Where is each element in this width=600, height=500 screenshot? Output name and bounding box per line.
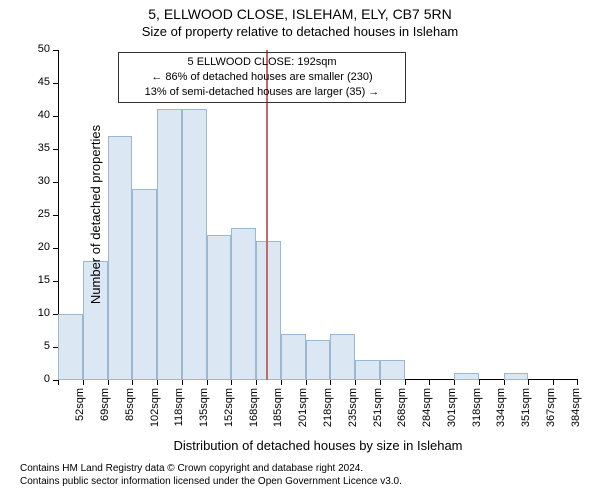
x-tick-label: 235sqm <box>347 388 359 438</box>
x-tick-label: 69sqm <box>99 388 111 438</box>
y-tick-label: 10 <box>20 307 50 319</box>
x-tick-label: 102sqm <box>149 388 161 438</box>
footer-line1: Contains HM Land Registry data © Crown c… <box>20 462 402 475</box>
x-tick-label: 152sqm <box>223 388 235 438</box>
annotation-box: 5 ELLWOOD CLOSE: 192sqm ← 86% of detache… <box>118 52 406 103</box>
annotation-line3: 13% of semi-detached houses are larger (… <box>125 85 399 100</box>
x-tick-label: 351sqm <box>520 388 532 438</box>
y-tick-label: 20 <box>20 241 50 253</box>
x-tick-label: 384sqm <box>570 388 582 438</box>
x-tick-label: 318sqm <box>471 388 483 438</box>
x-tick-label: 52sqm <box>74 388 86 438</box>
x-tick-label: 334sqm <box>495 388 507 438</box>
y-tick-label: 5 <box>20 340 50 352</box>
y-tick-label: 35 <box>20 142 50 154</box>
annotation-line1: 5 ELLWOOD CLOSE: 192sqm <box>125 55 399 70</box>
histogram-bar <box>380 360 405 380</box>
y-tick-label: 40 <box>20 109 50 121</box>
histogram-bar <box>330 334 355 380</box>
x-axis-title: Distribution of detached houses by size … <box>58 438 578 453</box>
y-tick-label: 15 <box>20 274 50 286</box>
footer-text: Contains HM Land Registry data © Crown c… <box>20 462 402 488</box>
histogram-bar <box>281 334 306 380</box>
x-tick-label: 118sqm <box>173 388 185 438</box>
footer-line2: Contains public sector information licen… <box>20 475 402 488</box>
x-tick-label: 251sqm <box>372 388 384 438</box>
histogram-bar <box>157 109 182 380</box>
x-tick-label: 284sqm <box>421 388 433 438</box>
annotation-line2: ← 86% of detached houses are smaller (23… <box>125 70 399 85</box>
chart-title-line2: Size of property relative to detached ho… <box>0 24 600 39</box>
histogram-bar <box>207 235 232 380</box>
y-axis-title: Number of detached properties <box>88 125 103 304</box>
x-tick-label: 218sqm <box>322 388 334 438</box>
x-tick-label: 185sqm <box>272 388 284 438</box>
x-tick-label: 301sqm <box>446 388 458 438</box>
chart-title-line1: 5, ELLWOOD CLOSE, ISLEHAM, ELY, CB7 5RN <box>0 6 600 22</box>
histogram-bar <box>256 241 281 380</box>
histogram-bar <box>132 189 157 380</box>
y-tick-label: 50 <box>20 43 50 55</box>
x-tick-label: 367sqm <box>545 388 557 438</box>
x-tick-label: 201sqm <box>297 388 309 438</box>
histogram-bar <box>355 360 380 380</box>
histogram-bar <box>58 314 83 380</box>
histogram-bar <box>231 228 256 380</box>
chart-container: 5, ELLWOOD CLOSE, ISLEHAM, ELY, CB7 5RN … <box>0 0 600 500</box>
histogram-bar <box>182 109 207 380</box>
x-tick-label: 168sqm <box>248 388 260 438</box>
histogram-bar <box>108 136 133 380</box>
x-tick-label: 268sqm <box>396 388 408 438</box>
histogram-bar <box>454 373 479 380</box>
y-tick-label: 45 <box>20 76 50 88</box>
x-tick-label: 135sqm <box>198 388 210 438</box>
x-tick-label: 85sqm <box>124 388 136 438</box>
y-tick-label: 0 <box>20 373 50 385</box>
y-tick-label: 25 <box>20 208 50 220</box>
y-tick-label: 30 <box>20 175 50 187</box>
histogram-bar <box>306 340 331 380</box>
histogram-bar <box>504 373 529 380</box>
